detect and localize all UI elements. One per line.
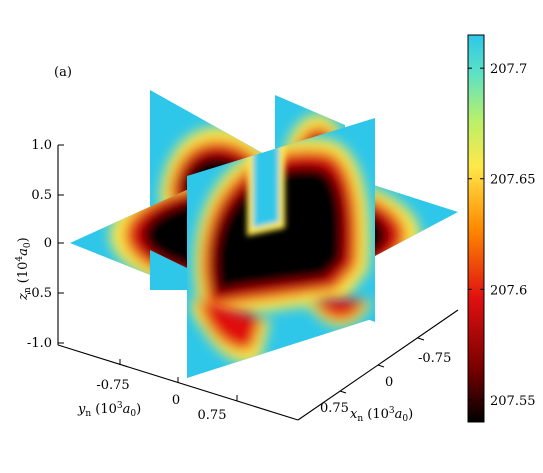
colorbar-ticks: 207.7 207.65 207.6 207.55 xyxy=(468,62,536,409)
colorbar-tick-label: 207.7 xyxy=(490,62,527,77)
z-axis: 1.0 0.5 0 -0.5 -1.0 zn (104a0) xyxy=(15,138,64,351)
y-tick-label: 0 xyxy=(172,393,180,408)
y-axis: -0.75 0 0.75 yn (103a0) xyxy=(57,344,299,423)
colorbar-tick-label: 207.55 xyxy=(490,394,536,409)
z-tick-label: 1.0 xyxy=(31,138,52,153)
z-tick-label: -1.0 xyxy=(27,336,52,351)
x-axis-label: xn (103a0) xyxy=(350,406,413,424)
x-tick-label: 0 xyxy=(385,375,393,390)
x-tick-label: -0.75 xyxy=(418,351,451,366)
x-axis: 0.75 0 -0.75 xn (103a0) xyxy=(297,309,459,424)
colorbar-tick-label: 207.6 xyxy=(490,283,527,298)
z-tick-label: -0.5 xyxy=(27,286,52,301)
x-tick-label: 0.75 xyxy=(320,401,349,416)
z-tick-label: 0.5 xyxy=(31,188,52,203)
colorbar-gradient xyxy=(467,34,485,423)
y-axis-label: yn (103a0) xyxy=(77,401,141,419)
y-tick-label: -0.75 xyxy=(96,378,129,393)
z-axis-label: zn (104a0) xyxy=(15,237,33,301)
colorbar: 207.7 207.65 207.6 207.55 xyxy=(467,34,536,423)
panel-label: (a) xyxy=(54,65,72,80)
slices-3d xyxy=(70,90,458,378)
z-tick-label: 0 xyxy=(44,236,52,251)
y-tick-label: 0.75 xyxy=(198,408,227,423)
colorbar-tick-label: 207.65 xyxy=(490,173,536,188)
